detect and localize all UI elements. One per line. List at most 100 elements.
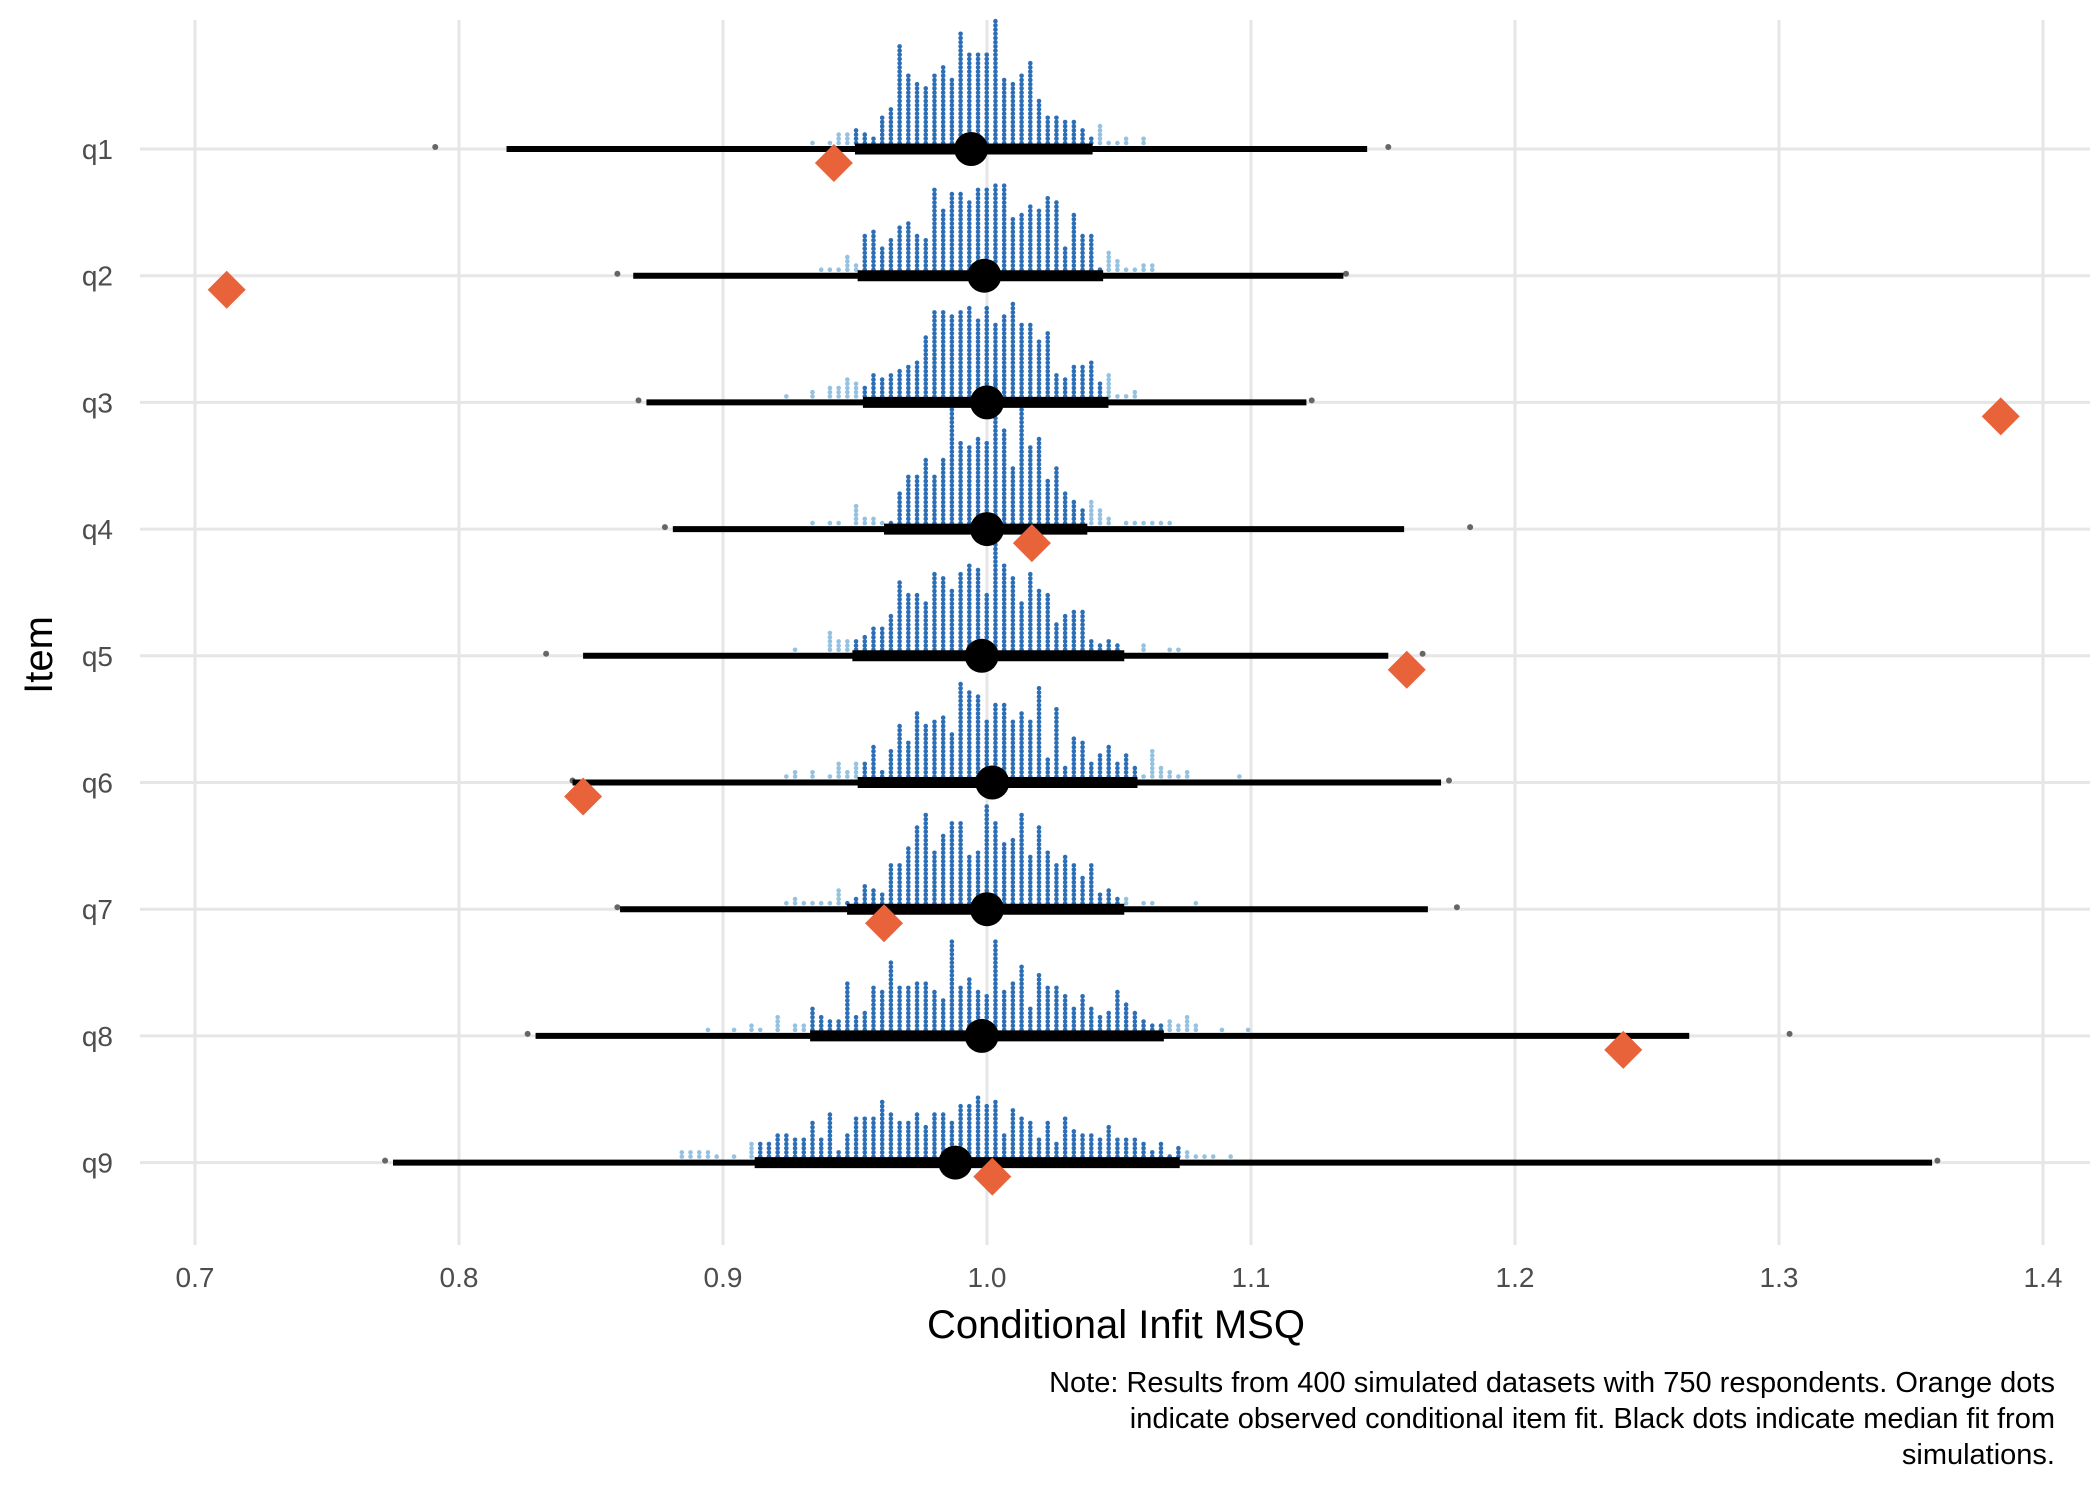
observed-point [1387,650,1426,689]
sim-dot [958,31,963,37]
sim-dot [845,994,850,999]
sim-dot [1010,744,1016,750]
sim-dot [1071,639,1077,644]
sim-dot [1019,723,1024,729]
sim-dot [958,770,963,775]
sim-dot [888,863,894,868]
sim-dot [1080,250,1085,256]
sim-dot [923,1002,929,1007]
sim-dot [906,242,911,247]
sim-dot [871,1010,876,1016]
sim-dot [1001,508,1007,513]
sim-dot [923,491,929,497]
sim-dot [967,571,972,577]
sim-dot [1010,896,1016,902]
sim-dot [967,466,972,471]
sim-dot [1080,634,1085,640]
sim-dot [879,1112,885,1117]
sim-dot [1071,221,1077,226]
sim-dot [906,1006,911,1012]
sim-dot [1036,686,1042,691]
sim-dot [967,588,972,594]
sim-dot [967,212,972,218]
sim-dot [1001,875,1007,881]
sim-dot [1062,618,1068,623]
sim-dot [1010,643,1016,648]
sim-dot [888,250,894,256]
sim-dot [958,98,963,104]
sim-dot [1071,373,1077,378]
sim-dot [862,888,868,893]
sim-dot [1054,233,1059,239]
sim-dot [993,449,998,455]
sim-dot [940,98,946,104]
sim-dot [914,381,920,387]
sim-dot [958,761,963,767]
sim-dot [958,588,963,594]
sim-dot [975,740,981,746]
sim-dot [845,774,850,779]
sim-dot [940,360,946,366]
sim-dot [1010,314,1016,319]
sim-dot [1097,128,1103,133]
sim-dot [984,609,990,615]
sim-dot [940,73,946,79]
sim-dot [879,259,885,264]
sim-dot [1019,132,1024,137]
sim-dot [1019,466,1024,471]
sim-dot [1019,850,1024,856]
sim-dot [958,377,963,382]
sim-dot [862,770,868,775]
sim-dot [958,478,963,484]
sim-dot [1054,1023,1059,1028]
sim-dot [984,749,990,754]
sim-dot [993,761,998,767]
sim-dot [871,1141,876,1147]
sim-dot [1001,567,1007,573]
sim-dot [1027,233,1033,239]
sim-dot [1054,229,1059,235]
sim-dot [958,994,963,999]
sim-dot [1123,1019,1129,1024]
sim-dot [949,111,955,116]
sim-dot [993,48,998,53]
sim-dot [975,212,981,218]
sim-dot [984,187,990,193]
sim-dot [1054,761,1059,767]
sim-dot [993,1006,998,1012]
sim-dot [1054,757,1059,762]
sim-dot [932,196,937,201]
sim-dot [853,1120,859,1126]
sim-dot [879,1006,885,1012]
sim-dot [932,347,937,353]
sim-dot [888,765,894,771]
sim-dot [993,1019,998,1024]
sim-dot [853,639,859,644]
sim-dot [1001,842,1007,847]
sim-dot [914,474,920,480]
sim-dot [1045,626,1051,632]
sim-dot [958,879,963,885]
sim-dot [845,1133,850,1138]
sim-dot [940,331,946,336]
sim-dot [1027,115,1033,121]
sim-dot [1054,246,1059,251]
sim-dot [932,622,937,627]
sim-dot [940,736,946,741]
sim-dot [940,119,946,125]
sim-dot [967,373,972,378]
sim-dot [914,863,920,868]
sim-dot [1001,516,1007,522]
sim-dot [888,115,894,121]
sim-dot [1027,1010,1033,1016]
sim-dot [1062,858,1068,864]
sim-dot [1045,1133,1051,1138]
sim-dot [1141,647,1146,653]
sim-dot [1027,352,1033,357]
sim-dot [967,90,972,95]
sim-dot [975,879,981,885]
sim-dot [845,1010,850,1016]
sim-dot [975,850,981,856]
sim-dot [967,204,972,209]
sim-dot [958,225,963,230]
